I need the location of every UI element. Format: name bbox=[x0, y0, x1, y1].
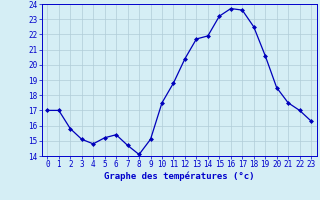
X-axis label: Graphe des températures (°c): Graphe des températures (°c) bbox=[104, 172, 254, 181]
